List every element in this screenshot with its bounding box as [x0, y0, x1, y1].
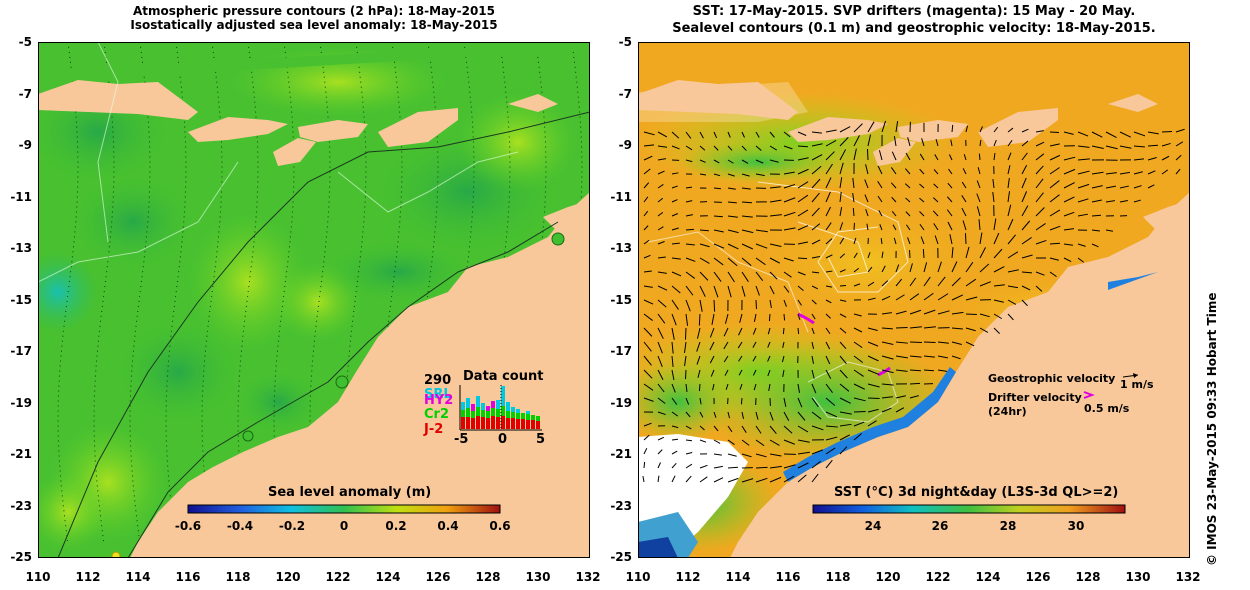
sla-colorbar-tick: -0.2 [278, 519, 306, 533]
sst-colorbar-tick: 26 [931, 519, 949, 533]
left-x-tick: 116 [175, 570, 201, 584]
left-y-tick: -13 [10, 241, 32, 255]
sla-colorbar-tick: 0.4 [437, 519, 459, 533]
right-x-tick: 124 [975, 570, 1001, 584]
right-y-tick: -15 [610, 293, 632, 307]
right-y-tick: -9 [618, 138, 632, 152]
right-x-tick: 118 [825, 570, 851, 584]
right-x-tick: 112 [675, 570, 701, 584]
sla-colorbar-title: Sea level anomaly (m) [268, 485, 432, 500]
right-y-tick: -21 [610, 447, 632, 461]
inset-xtick: -5 [454, 432, 469, 447]
right-map-title: SST: 17-May-2015. SVP drifters (magenta)… [638, 3, 1190, 37]
left-x-tick: 114 [125, 570, 151, 584]
right-x-tick: 126 [1025, 570, 1051, 584]
inset-title: Data count [463, 369, 544, 384]
left-y-tick: -15 [10, 293, 32, 307]
inset-xtick: 5 [536, 432, 546, 447]
right-y-tick: -7 [618, 87, 632, 101]
left-y-tick: -19 [10, 396, 32, 410]
right-x-tick: 116 [775, 570, 801, 584]
right-y-tick: -11 [610, 190, 632, 204]
right-y-tick: -13 [610, 241, 632, 255]
drifter-velocity-value: 0.5 m/s [1084, 402, 1130, 415]
inset-sat-srl: SRL [424, 387, 452, 402]
left-x-tick: 122 [325, 570, 351, 584]
right-y-tick: -19 [610, 396, 632, 410]
copyright-text: © IMOS 23-May-2015 09:33 Hobart Time [1205, 292, 1219, 566]
right-title-line2: Sealevel contours (0.1 m) and geostrophi… [672, 21, 1156, 36]
right-y-tick: -23 [610, 499, 632, 513]
left-x-tick: 118 [225, 570, 251, 584]
geostrophic-velocity-value: 1 m/s [1120, 378, 1154, 391]
drifter-velocity-sub: (24hr) [988, 405, 1027, 418]
right-y-tick: -25 [610, 550, 632, 564]
sla-colorbar-tick: 0 [339, 519, 349, 533]
left-map-frame [38, 42, 590, 558]
left-x-tick: 120 [275, 570, 301, 584]
geostrophic-velocity-arrows [642, 120, 1185, 483]
left-x-tick: 128 [475, 570, 501, 584]
left-x-tick: 132 [575, 570, 601, 584]
sea-level-anomaly-map[interactable]: Sea level anomaly (m) -0.6 -0.4 -0.2 0 0… [38, 42, 590, 558]
inset-sat-hy2: HY2 [424, 393, 454, 408]
right-x-tick: 132 [1175, 570, 1201, 584]
right-x-tick: 128 [1075, 570, 1101, 584]
sla-colorbar-tick: 0.6 [489, 519, 511, 533]
sst-colorbar-tick: 24 [864, 519, 882, 533]
inset-sat-cr2: Cr2 [424, 407, 449, 422]
sst-colorbar-tick: 28 [999, 519, 1017, 533]
left-y-tick: -25 [10, 550, 32, 564]
right-x-tick: 130 [1125, 570, 1151, 584]
right-y-tick: -17 [610, 344, 632, 358]
left-y-tick: -5 [18, 35, 32, 49]
drifter-velocity-label: Drifter velocity [988, 391, 1082, 404]
left-x-tick: 126 [425, 570, 451, 584]
sla-colorbar-tick: 0.2 [385, 519, 407, 533]
inset-xtick: 0 [498, 432, 508, 447]
left-y-tick: -7 [18, 87, 32, 101]
right-x-tick: 110 [625, 570, 651, 584]
sla-colorbar-tick: -0.4 [226, 519, 254, 533]
sst-colorbar-tick: 30 [1067, 519, 1085, 533]
left-y-tick: -23 [10, 499, 32, 513]
right-map-frame [638, 42, 1190, 558]
left-map-title: Atmospheric pressure contours (2 hPa): 1… [38, 4, 590, 32]
left-x-tick: 110 [25, 570, 51, 584]
left-y-tick: -17 [10, 344, 32, 358]
left-x-tick: 124 [375, 570, 401, 584]
left-x-tick: 112 [75, 570, 101, 584]
right-x-tick: 114 [725, 570, 751, 584]
left-x-tick: 130 [525, 570, 551, 584]
right-x-tick: 120 [875, 570, 901, 584]
sla-colorbar-tick: -0.6 [174, 519, 202, 533]
right-x-tick: 122 [925, 570, 951, 584]
inset-sat-j2: J-2 [424, 422, 444, 437]
right-y-tick: -5 [618, 35, 632, 49]
sst-colorbar-title: SST (°C) 3d night&day (L3S-3d QL>=2) [834, 485, 1119, 500]
geostrophic-velocity-label: Geostrophic velocity [988, 372, 1116, 385]
left-title-line2: Isostatically adjusted sea level anomaly… [130, 18, 498, 32]
left-title-line1: Atmospheric pressure contours (2 hPa): 1… [132, 4, 495, 18]
left-y-tick: -9 [18, 138, 32, 152]
sst-map[interactable]: SST (°C) 3d night&day (L3S-3d QL>=2) 24 … [638, 42, 1190, 558]
left-y-tick: -11 [10, 190, 32, 204]
inset-max-label: 290 [424, 373, 452, 388]
left-y-tick: -21 [10, 447, 32, 461]
right-title-line1: SST: 17-May-2015. SVP drifters (magenta)… [692, 4, 1136, 19]
